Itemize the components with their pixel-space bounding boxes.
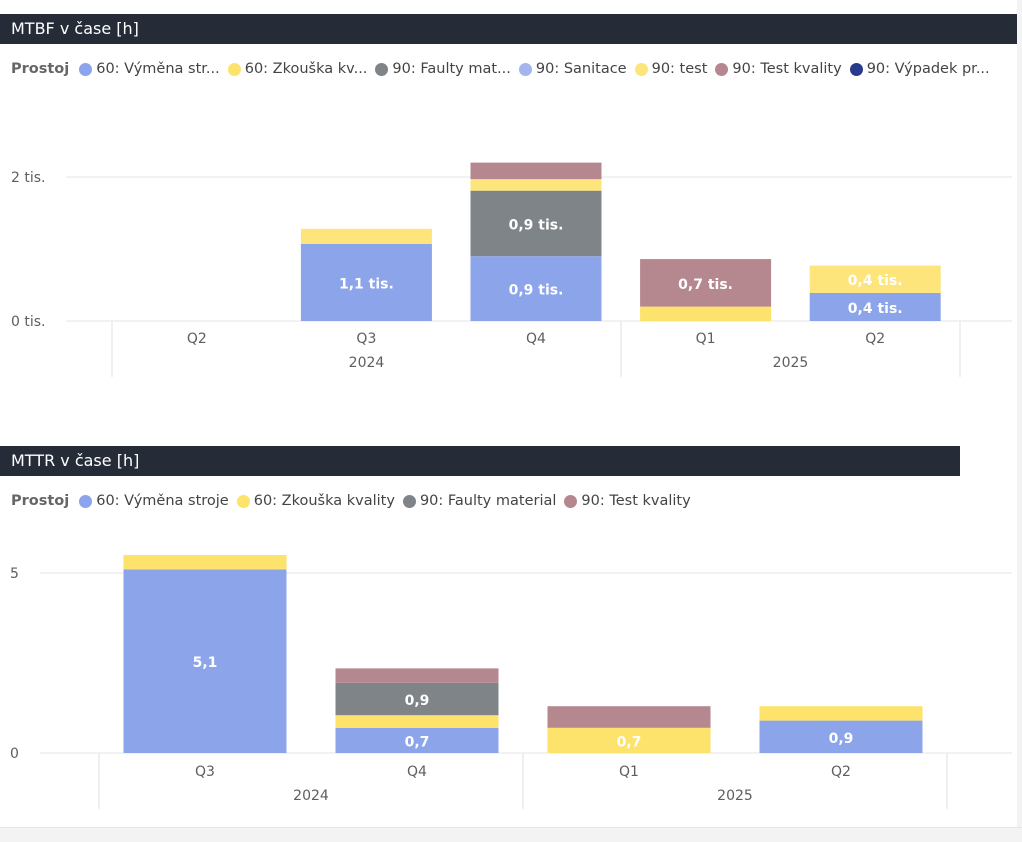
mttr-legend-title: Prostoj (11, 493, 70, 509)
bar-segment (640, 259, 772, 307)
data-label: 0,4 tis. (848, 273, 903, 289)
legend-item[interactable]: 60: Zkouška kv... (227, 61, 368, 77)
legend-item[interactable]: 60: Výměna str... (79, 61, 220, 77)
bar-segment (470, 256, 602, 321)
legend-item[interactable]: 60: Zkouška kvality (236, 493, 395, 509)
data-label: 0,4 tis. (848, 301, 903, 317)
legend-label: 60: Zkouška kv... (244, 61, 368, 77)
mtbf-title: MTBF v čase [h] (11, 19, 139, 38)
legend-swatch-icon (236, 494, 250, 508)
bar-segment (123, 569, 287, 753)
legend-label: 90: Faulty mat... (392, 61, 511, 77)
mtbf-title-bar: MTBF v čase [h] (0, 14, 1017, 44)
bar-segment (335, 682, 499, 716)
bar-segment (470, 162, 602, 180)
legend-swatch-icon (564, 494, 578, 508)
bar-segment (335, 668, 499, 683)
x-tick-label: Q2 (187, 331, 207, 347)
x-group-label: 2024 (293, 788, 329, 804)
mttr-chart: 0 5 5,1 Q3 0,7 0,9 Q4 0,7 Q1 0,9 Q2 2024 2025 (10, 555, 1012, 809)
data-label: 0,9 tis. (509, 283, 564, 299)
bar-segment (300, 243, 432, 321)
legend-label: 60: Výměna str... (96, 61, 220, 77)
legend-swatch-icon (402, 494, 416, 508)
legend-item[interactable]: 90: Sanitace (518, 61, 627, 77)
bar-segment (759, 706, 923, 721)
legend-label: 60: Výměna stroje (96, 493, 229, 509)
x-tick-label: Q1 (696, 331, 716, 347)
x-tick-label: Q2 (831, 764, 851, 780)
legend-item[interactable]: 90: Faulty material (402, 493, 557, 509)
data-label: 0,9 (405, 693, 430, 709)
bar-segment (335, 727, 499, 753)
legend-label: 90: Výpadek pr... (866, 61, 990, 77)
mtbf-legend[interactable]: Prostoj 60: Výměna str... 60: Zkouška kv.… (11, 59, 998, 79)
bar-segment (547, 727, 711, 753)
legend-swatch-icon (518, 62, 532, 76)
data-label: 5,1 (193, 655, 218, 671)
bar-segment (809, 292, 941, 321)
bar-segment (123, 555, 287, 570)
mttr-legend[interactable]: Prostoj 60: Výměna stroje 60: Zkouška kva… (11, 491, 699, 511)
legend-label: 90: Faulty material (419, 493, 557, 509)
bar-segment (335, 715, 499, 728)
bar-segment (300, 228, 432, 244)
bar-segment (547, 706, 711, 728)
bar-segment (470, 190, 602, 257)
y-tick-label: 0 tis. (11, 314, 45, 330)
data-label: 0,9 (829, 731, 854, 747)
legend-item[interactable]: 90: Test kvality (715, 61, 842, 77)
data-label: 0,7 (405, 734, 430, 750)
legend-swatch-icon (227, 62, 241, 76)
x-group-label: 2025 (773, 355, 809, 371)
legend-label: 90: Test kvality (732, 61, 842, 77)
legend-swatch-icon (79, 62, 93, 76)
y-tick-label: 5 (10, 566, 19, 582)
y-tick-label: 0 (10, 746, 19, 762)
mtbf-panel: MTBF v čase [h] Prostoj 60: Výměna str..… (0, 14, 1017, 377)
legend-item[interactable]: 60: Výměna stroje (79, 493, 229, 509)
legend-item[interactable]: 90: Faulty mat... (375, 61, 511, 77)
bar-segment (640, 306, 772, 321)
legend-label: 90: test (651, 61, 708, 77)
data-label: 0,7 tis. (678, 277, 733, 293)
legend-label: 60: Zkouška kvality (253, 493, 395, 509)
mttr-title-bar: MTTR v čase [h] (0, 446, 960, 476)
legend-swatch-icon (849, 62, 863, 76)
legend-label: 90: Test kvality (581, 493, 691, 509)
data-label: 1,1 tis. (339, 276, 394, 292)
legend-swatch-icon (715, 62, 729, 76)
mttr-title: MTTR v čase [h] (11, 451, 140, 470)
legend-label: 90: Sanitace (535, 61, 627, 77)
legend-item[interactable]: 90: Výpadek pr... (849, 61, 990, 77)
bar-segment (809, 265, 941, 293)
bar-segment (470, 179, 602, 191)
x-tick-label: Q3 (356, 331, 376, 347)
x-tick-label: Q2 (865, 331, 885, 347)
x-tick-label: Q3 (195, 764, 215, 780)
data-label: 0,7 (617, 734, 642, 750)
bar-segment (759, 720, 923, 753)
scroll-gutter (1017, 0, 1022, 827)
data-label: 0,9 tis. (509, 217, 564, 233)
mtbf-chart: 0 tis. 2 tis. Q2 1,1 tis. Q3 0,9 tis. 0,9 tis.… (11, 162, 1012, 377)
x-tick-label: Q1 (619, 764, 639, 780)
legend-item[interactable]: 90: Test kvality (564, 493, 691, 509)
footer-strip (0, 827, 1022, 842)
legend-swatch-icon (375, 62, 389, 76)
y-tick-label: 2 tis. (11, 170, 45, 186)
x-group-label: 2024 (349, 355, 385, 371)
legend-swatch-icon (79, 494, 93, 508)
legend-item[interactable]: 90: test (634, 61, 708, 77)
x-tick-label: Q4 (526, 331, 546, 347)
legend-swatch-icon (634, 62, 648, 76)
x-tick-label: Q4 (407, 764, 427, 780)
mtbf-legend-title: Prostoj (11, 61, 70, 77)
x-group-label: 2025 (717, 788, 753, 804)
